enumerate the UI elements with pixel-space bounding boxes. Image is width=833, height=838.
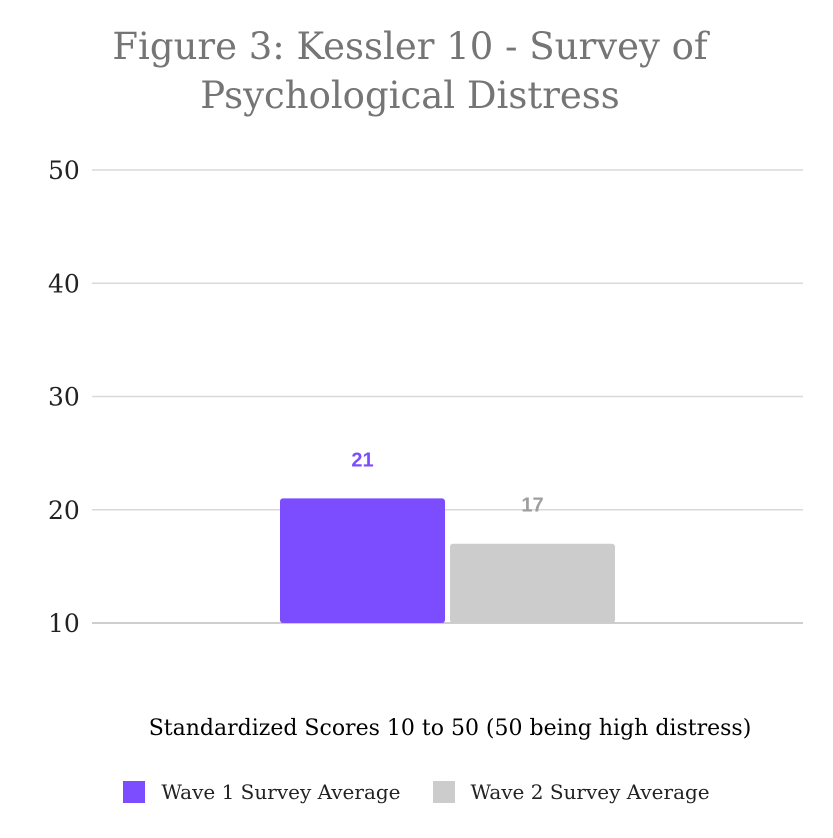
legend-item-wave-1[interactable]: Wave 1 Survey Average [123, 780, 401, 804]
legend-item-wave-2[interactable]: Wave 2 Survey Average [432, 780, 710, 804]
data-labels: 21 17 [351, 449, 543, 516]
chart-title: Figure 3: Kessler 10 - Survey of Psychol… [112, 25, 708, 117]
y-axis-tick-labels: 10 20 30 40 50 [48, 156, 80, 638]
legend: Wave 1 Survey Average Wave 2 Survey Aver… [0, 780, 833, 804]
bars [280, 498, 615, 623]
x-axis-label: Standardized Scores 10 to 50 (50 being h… [148, 716, 752, 741]
legend-label-wave-1: Wave 1 Survey Average [161, 780, 401, 804]
y-tick-label-50: 50 [48, 156, 80, 185]
legend-swatch-wave-1 [123, 781, 146, 803]
data-label-wave-2: 17 [521, 495, 543, 517]
bar-wave-1[interactable] [280, 498, 445, 623]
gridlines [92, 169, 803, 624]
y-tick-label-20: 20 [48, 496, 80, 525]
y-tick-label-30: 30 [48, 383, 80, 412]
legend-label-wave-2: Wave 2 Survey Average [470, 780, 710, 804]
legend-swatch-wave-2 [432, 781, 455, 803]
data-label-wave-1: 21 [351, 449, 373, 471]
bar-wave-2[interactable] [450, 543, 615, 623]
y-tick-label-40: 40 [48, 269, 80, 298]
y-tick-label-10: 10 [48, 609, 80, 638]
